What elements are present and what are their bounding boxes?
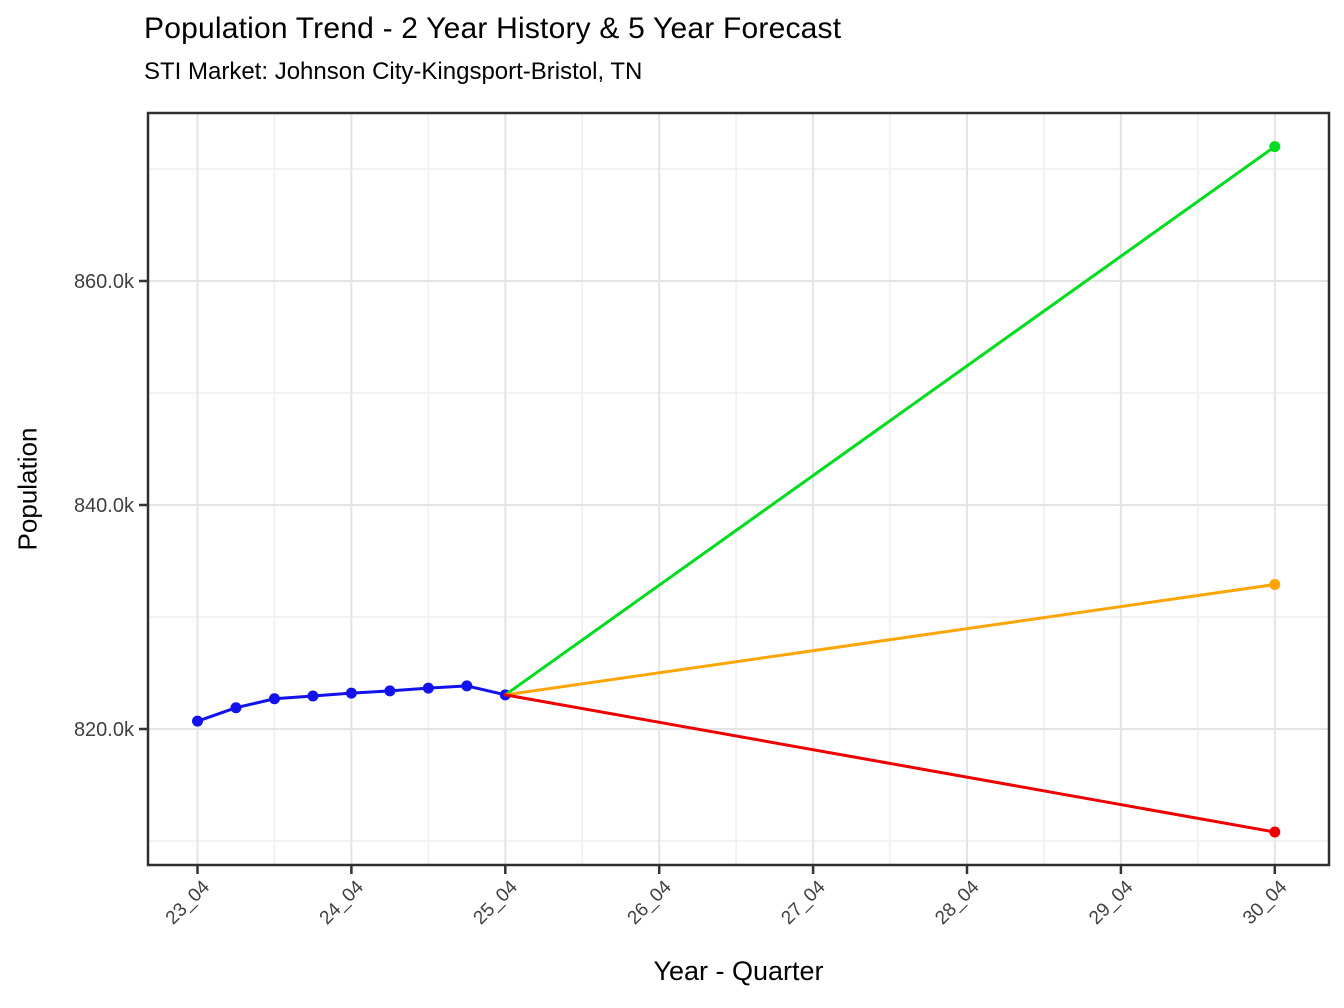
data-point-history: [268, 693, 280, 705]
data-point-history: [384, 685, 396, 697]
y-tick-label: 840.0k: [74, 495, 135, 517]
data-point-history: [345, 687, 357, 699]
series-line-forecast-mid: [503, 583, 1277, 697]
x-tick-label: 30_04: [1239, 876, 1292, 929]
y-axis-title: Population: [12, 427, 43, 551]
x-axis-title: Year - Quarter: [653, 956, 824, 986]
data-point-history: [461, 680, 473, 692]
data-point-forecast-high: [1269, 141, 1281, 153]
x-tick-label: 28_04: [931, 876, 984, 929]
panel-border: [146, 111, 1331, 867]
data-point-history: [230, 702, 242, 714]
data-point-forecast-low: [1269, 826, 1281, 838]
x-tick-label: 25_04: [470, 876, 523, 929]
data-point-history: [422, 682, 434, 694]
series-line-forecast-high: [503, 145, 1277, 697]
chart-subtitle: STI Market: Johnson City-Kingsport-Brist…: [144, 58, 643, 85]
x-tick-label: 29_04: [1085, 876, 1138, 929]
y-tick-label: 820.0k: [74, 719, 135, 741]
series-line-forecast-low: [503, 693, 1277, 834]
chart-title: Population Trend - 2 Year History & 5 Ye…: [144, 12, 842, 45]
data-point-forecast-mid: [1269, 579, 1281, 591]
x-tick-label: 27_04: [777, 876, 830, 929]
data-point-history: [307, 690, 319, 702]
x-tick-label: 24_04: [316, 876, 369, 929]
y-tick-label: 860.0k: [74, 271, 135, 293]
x-tick-label: 23_04: [162, 876, 215, 929]
plot-panel: [148, 113, 1329, 865]
x-tick-label: 26_04: [624, 876, 677, 929]
data-point-history: [192, 715, 203, 727]
